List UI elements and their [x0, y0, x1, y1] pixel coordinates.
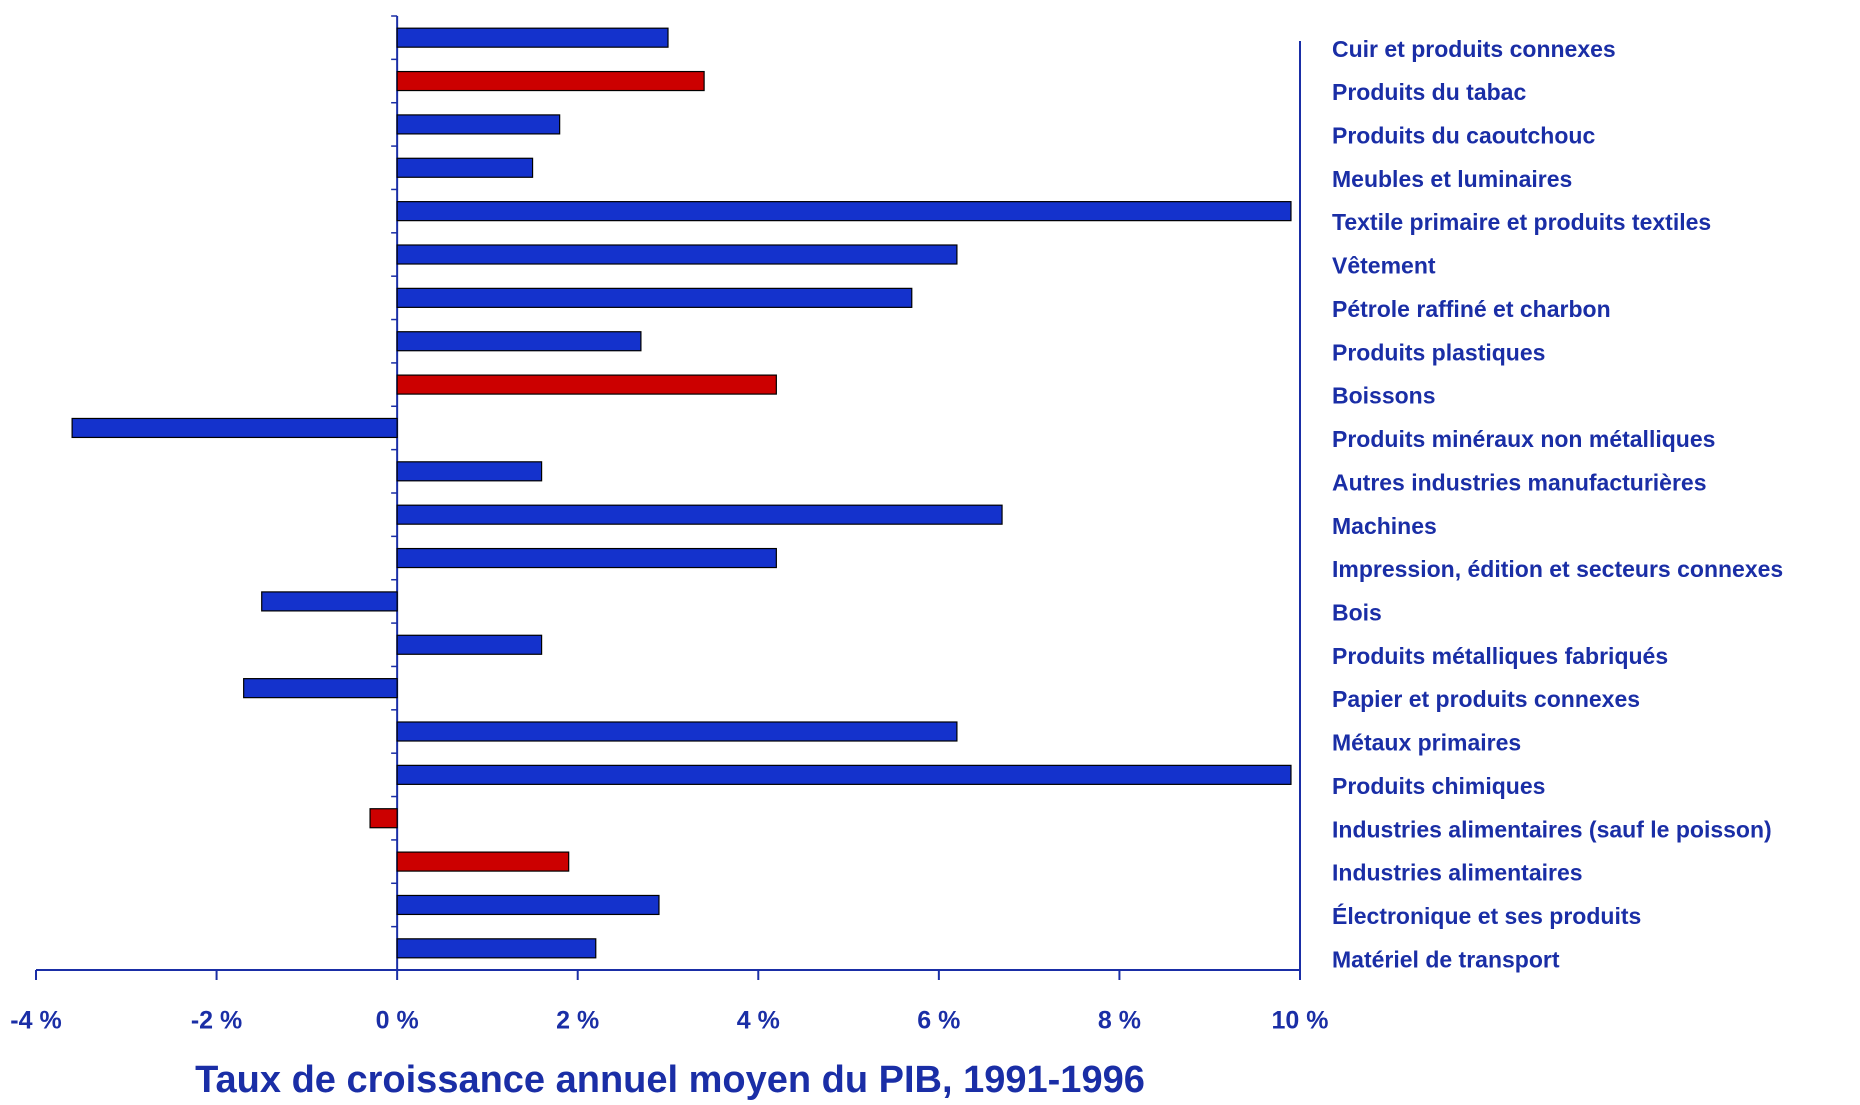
bar	[71, 417, 398, 439]
category-label: Impression, édition et secteurs connexes	[1332, 556, 1783, 582]
bar	[396, 70, 705, 92]
category-label: Papier et produits connexes	[1332, 686, 1640, 712]
bar	[396, 287, 913, 308]
bar	[396, 374, 777, 395]
x-tick-label: -4 %	[10, 1007, 61, 1035]
bar	[396, 547, 777, 569]
x-tick-label: 2 %	[556, 1007, 599, 1035]
bar	[261, 591, 398, 612]
category-label: Électronique et ses produits	[1332, 902, 1641, 929]
bar	[396, 634, 543, 655]
category-label: Produits du caoutchouc	[1332, 122, 1595, 148]
x-tick-label: 10 %	[1272, 1007, 1329, 1035]
bar	[396, 938, 597, 959]
category-label: Bois	[1332, 599, 1382, 625]
x-tick-label: 0 %	[376, 1007, 419, 1035]
bar	[396, 894, 660, 916]
category-label: Vêtement	[1332, 253, 1436, 279]
category-label: Boissons	[1332, 383, 1436, 409]
bar	[396, 461, 543, 482]
bar	[396, 764, 1292, 785]
category-label: Métaux primaires	[1332, 730, 1521, 756]
category-label: Produits minéraux non métalliques	[1332, 426, 1715, 452]
bar	[396, 504, 1003, 525]
x-axis-title: Taux de croissance annuel moyen du PIB, …	[195, 1059, 1145, 1101]
bar	[396, 114, 561, 135]
bar	[396, 27, 669, 48]
bar	[396, 331, 642, 352]
x-tick-label: 6 %	[917, 1007, 960, 1035]
category-label: Industries alimentaires	[1332, 860, 1583, 886]
bar	[396, 244, 958, 265]
category-label: Matériel de transport	[1332, 946, 1560, 972]
bar	[396, 201, 1292, 222]
x-tick-label: 4 %	[737, 1007, 780, 1035]
category-label: Machines	[1332, 513, 1437, 539]
category-label: Produits du tabac	[1332, 79, 1526, 105]
category-label: Produits chimiques	[1332, 773, 1545, 799]
category-label: Industries alimentaires (sauf le poisson…	[1332, 816, 1772, 842]
category-label: Pétrole raffiné et charbon	[1332, 296, 1611, 322]
category-label: Cuir et produits connexes	[1332, 36, 1616, 62]
x-tick-label: -2 %	[191, 1007, 242, 1035]
x-tick-label: 8 %	[1098, 1007, 1141, 1035]
bar	[369, 808, 398, 829]
bar	[396, 721, 958, 742]
bar	[243, 678, 398, 699]
category-label: Produits plastiques	[1332, 339, 1545, 365]
bar	[396, 851, 570, 872]
category-label: Autres industries manufacturières	[1332, 469, 1707, 495]
category-label: Produits métalliques fabriqués	[1332, 643, 1668, 669]
category-label: Textile primaire et produits textiles	[1332, 209, 1711, 235]
category-label: Meubles et luminaires	[1332, 166, 1572, 192]
bar	[396, 157, 534, 178]
